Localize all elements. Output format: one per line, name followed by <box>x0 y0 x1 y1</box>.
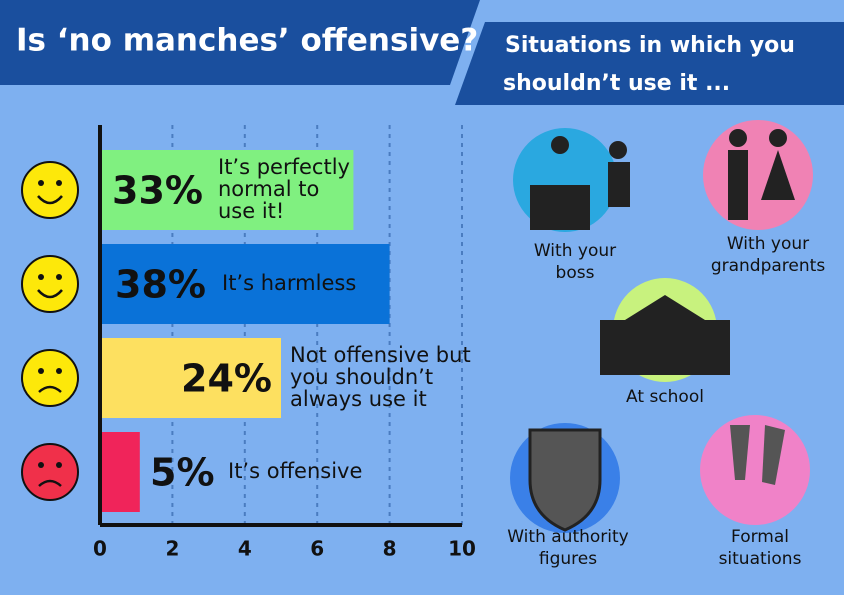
school-icon <box>600 320 730 375</box>
emoji-face <box>21 255 79 313</box>
emoji-face <box>21 349 79 407</box>
bar <box>100 338 281 418</box>
emoji-eye <box>38 368 44 374</box>
percent-label: 24% <box>181 357 272 401</box>
emoji-eye <box>56 274 62 280</box>
title: Is ‘no manches’ offensive? <box>16 23 478 59</box>
emoji-eye <box>56 180 62 186</box>
situation-label: boss <box>556 263 595 283</box>
subtitle-banner <box>455 22 844 105</box>
bar-description: Not offensive but <box>290 343 471 367</box>
percent-label: 5% <box>150 451 215 495</box>
bar <box>100 432 140 512</box>
emoji-mouth <box>38 385 62 393</box>
bar-description: use it! <box>218 199 284 223</box>
person-icon <box>608 162 630 207</box>
bar <box>100 244 390 324</box>
bar <box>100 150 354 230</box>
emoji-mouth <box>38 479 62 487</box>
emoji-face <box>21 161 79 219</box>
bar-description: always use it <box>290 387 427 411</box>
emoji-mouth <box>37 289 63 299</box>
situation-label: With authority <box>507 527 628 547</box>
x-tick-label: 10 <box>448 537 476 561</box>
emoji-eye <box>56 368 62 374</box>
x-tick-label: 6 <box>310 537 324 561</box>
person-icon <box>728 150 748 220</box>
emoji-mouth <box>37 195 63 205</box>
person-icon <box>609 141 627 159</box>
bar-description: It’s perfectly <box>218 155 350 179</box>
subtitle-line: shouldn’t use it ... <box>503 71 730 96</box>
bar-description: you shouldn’t <box>290 365 433 389</box>
person-icon <box>761 150 795 200</box>
emoji-eye <box>56 462 62 468</box>
badge-icon <box>528 428 602 532</box>
x-tick-label: 8 <box>383 537 397 561</box>
emoji-eye <box>38 180 44 186</box>
percent-label: 38% <box>115 263 206 307</box>
emoji-eye <box>38 462 44 468</box>
emoji-eye <box>38 274 44 280</box>
situation-label: grandparents <box>711 256 825 276</box>
x-tick-label: 0 <box>93 537 107 561</box>
person-icon <box>729 129 747 147</box>
situation-label: figures <box>539 549 597 569</box>
x-tick-label: 2 <box>165 537 179 561</box>
situation-icons <box>510 120 813 533</box>
school-icon <box>625 295 705 320</box>
glass-icon <box>730 425 750 480</box>
icon-circle <box>703 120 813 230</box>
situation-label: With your <box>534 241 616 261</box>
situation-label: situations <box>719 549 802 569</box>
desk-icon <box>530 185 590 230</box>
person-icon <box>769 129 787 147</box>
bar-description: normal to <box>218 177 319 201</box>
situation-label: With your <box>727 234 809 254</box>
person-icon <box>551 136 569 154</box>
glass-icon <box>762 425 785 485</box>
x-tick-label: 4 <box>238 537 252 561</box>
bar-description: It’s harmless <box>222 271 356 295</box>
emoji-face <box>21 443 79 501</box>
title-banner <box>0 0 480 85</box>
subtitle-line: Situations in which you <box>505 33 795 58</box>
percent-label: 33% <box>112 169 203 213</box>
situation-label: At school <box>626 387 704 407</box>
icon-circle <box>700 415 810 525</box>
situation-label: Formal <box>731 527 789 547</box>
bar-description: It’s offensive <box>228 459 362 483</box>
